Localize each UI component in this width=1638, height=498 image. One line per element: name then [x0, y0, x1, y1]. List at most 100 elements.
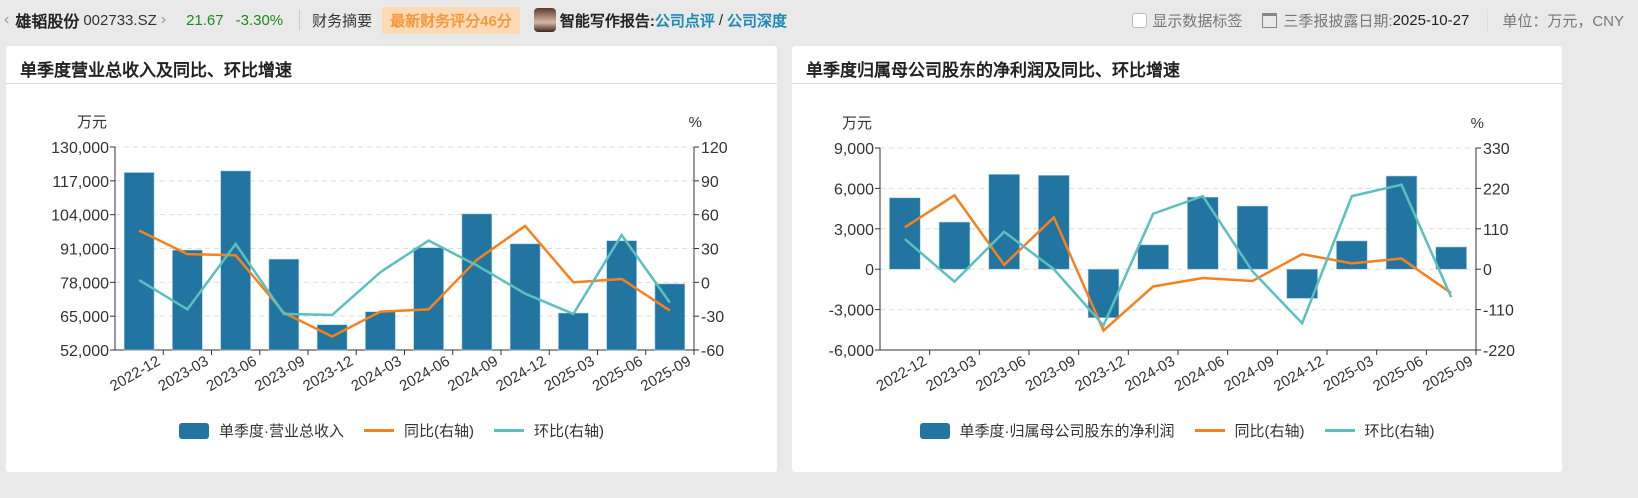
stock-code: 002733.SZ	[83, 11, 157, 29]
qoq-line	[904, 183, 1453, 328]
right-axis-unit: %	[689, 114, 702, 131]
x-tick-label: 2024-09	[445, 353, 501, 395]
legend-line-swatch[interactable]	[1324, 429, 1355, 432]
qoq-line	[138, 232, 671, 317]
divider	[299, 10, 301, 30]
right-tick-label: 120	[701, 140, 728, 157]
chevron-right-icon[interactable]: ›	[160, 11, 167, 28]
right-tick-label: 110	[1483, 222, 1509, 239]
legend: 单季度·归属母公司股东的净利润 同比(右轴) 环比(右轴)	[792, 420, 1562, 441]
show-labels-label[interactable]: 显示数据标签	[1152, 12, 1243, 30]
stock-name: 雄韬股份	[15, 14, 80, 31]
x-tick-label: 2023-03	[923, 353, 979, 395]
legend-line-swatch[interactable]	[364, 429, 394, 432]
chevron-left-icon[interactable]: ‹	[4, 11, 10, 28]
left-tick-label: 52,000	[60, 343, 109, 360]
tab-financial-summary[interactable]: 财务摘要	[312, 12, 373, 30]
right-tick-label: -30	[701, 309, 724, 326]
revenue-chart: 万元 % 130,000 120 117,000 90 104,000 60 91,000 30 7…	[51, 114, 728, 395]
bar	[1137, 244, 1169, 270]
right-tick-label: 90	[701, 174, 719, 191]
left-tick-label: 91,000	[60, 242, 109, 259]
right-tick-label: 0	[1483, 262, 1492, 279]
legend-label[interactable]: 同比(右轴)	[1234, 423, 1305, 440]
bar	[889, 197, 921, 270]
x-tick-label: 2025-06	[1370, 353, 1426, 395]
bar	[268, 258, 300, 351]
x-tick-label: 2023-09	[1022, 353, 1078, 395]
bar	[172, 249, 203, 351]
x-tick-label: 2025-06	[590, 353, 646, 395]
disclosure-date: 2025-10-27	[1392, 11, 1470, 29]
x-tick-label: 2024-09	[1221, 353, 1277, 395]
right-axis-unit: %	[1471, 115, 1484, 132]
legend-label[interactable]: 同比(右轴)	[404, 423, 474, 440]
right-tick-label: 220	[1483, 181, 1510, 198]
x-tick-label: 2025-09	[1420, 353, 1476, 395]
x-tick-label: 2024-06	[397, 353, 453, 395]
right-tick-label: -220	[1483, 343, 1515, 360]
right-tick-label: -60	[701, 343, 724, 360]
unit-label: 单位：万元，CNY	[1487, 9, 1624, 31]
stock-price: 21.67	[186, 11, 224, 29]
left-tick-label: 0	[865, 262, 874, 279]
left-axis-unit: 万元	[77, 114, 107, 131]
bar	[558, 312, 589, 351]
left-tick-label: 104,000	[51, 208, 109, 225]
left-tick-label: 9,000	[834, 141, 874, 158]
legend-line-swatch[interactable]	[1194, 429, 1225, 432]
bar	[606, 240, 637, 351]
legend-bar-swatch[interactable]	[919, 422, 950, 439]
bar	[1336, 240, 1368, 270]
bar	[1236, 205, 1269, 270]
right-tick-label: 0	[701, 275, 710, 292]
x-tick-label: 2023-03	[155, 353, 211, 395]
x-tick-label: 2025-09	[638, 353, 694, 395]
right-tick-label: 330	[1483, 141, 1510, 158]
bar	[1087, 268, 1120, 318]
show-labels-checkbox[interactable]	[1132, 12, 1148, 28]
yoy-line	[904, 193, 1452, 333]
left-tick-label: 6,000	[834, 181, 874, 198]
left-tick-label: 3,000	[834, 222, 874, 239]
ai-report-label: 智能写作报告:	[559, 12, 655, 30]
x-tick-label: 2024-12	[1271, 353, 1327, 395]
score-badge[interactable]: 最新财务评分46分	[382, 6, 520, 34]
right-tick-label: -110	[1483, 303, 1514, 320]
x-tick-label: 2023-12	[300, 353, 356, 395]
bar	[654, 283, 686, 351]
link-company-review[interactable]: 公司点评	[654, 12, 715, 30]
x-tick-label: 2022-12	[107, 353, 163, 395]
legend-label[interactable]: 单季度·营业总收入	[219, 423, 344, 440]
legend-label[interactable]: 环比(右轴)	[1364, 423, 1435, 440]
header-bar: ‹ 雄韬股份 002733.SZ › 21.67 -3.30% 财务摘要 最新财…	[0, 0, 1638, 40]
right-tick-label: 60	[701, 208, 719, 225]
legend-label[interactable]: 环比(右轴)	[534, 423, 604, 440]
bar	[123, 172, 155, 351]
bar	[1038, 175, 1070, 270]
chart-title: 单季度归属母公司股东的净利润及同比、环比增速	[792, 46, 1562, 84]
avatar	[533, 8, 556, 32]
legend-line-swatch[interactable]	[494, 429, 524, 432]
x-tick-label: 2024-06	[1171, 353, 1227, 395]
x-tick-label: 2023-06	[204, 353, 260, 395]
x-tick-label: 2024-03	[1122, 353, 1178, 395]
separator: /	[718, 11, 724, 29]
link-company-depth[interactable]: 公司深度	[727, 12, 788, 30]
legend-bar-swatch[interactable]	[179, 422, 209, 439]
x-tick-label: 2025-03	[1320, 353, 1376, 395]
x-tick-label: 2024-12	[493, 353, 549, 395]
left-tick-label: 117,000	[52, 174, 109, 191]
left-tick-label: -6,000	[829, 343, 874, 360]
header-options: 显示数据标签 三季报披露日期: 2025-10-27 单位：万元，CNY	[1132, 0, 1638, 40]
bar	[461, 213, 493, 351]
bar	[1385, 175, 1418, 270]
legend-label[interactable]: 单季度·归属母公司股东的净利润	[959, 423, 1175, 440]
bar	[1187, 196, 1219, 270]
bar	[1435, 246, 1467, 270]
left-tick-label: 65,000	[60, 309, 109, 326]
left-tick-label: 130,000	[51, 140, 109, 157]
chart-title: 单季度营业总收入及同比、环比增速	[6, 46, 777, 84]
disclosure-label: 三季报披露日期:	[1283, 12, 1393, 30]
right-tick-label: 30	[701, 242, 719, 259]
